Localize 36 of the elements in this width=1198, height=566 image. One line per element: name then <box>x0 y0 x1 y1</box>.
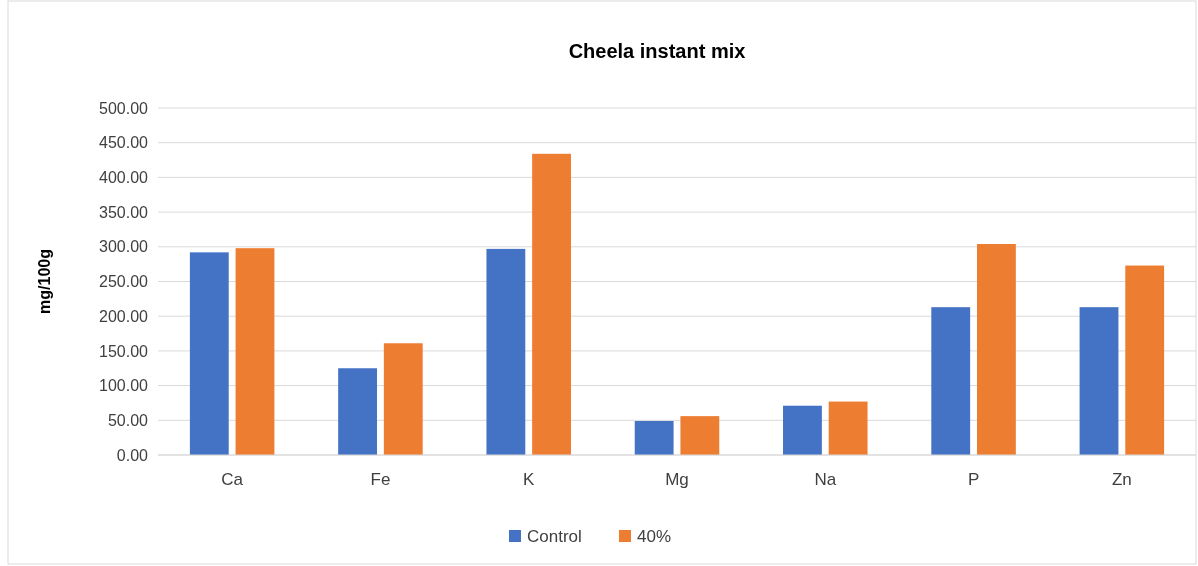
y-tick-label: 450.00 <box>99 134 149 152</box>
bar <box>680 416 720 455</box>
y-tick-label: 400.00 <box>99 169 149 186</box>
y-tick-label: 500.00 <box>99 99 149 117</box>
x-tick-label: Zn <box>1111 470 1132 489</box>
bar <box>977 244 1016 455</box>
x-tick-label: Fe <box>370 470 391 489</box>
y-tick-label: 150.00 <box>99 342 149 360</box>
bar <box>828 401 868 455</box>
legend-label: 40% <box>637 526 672 546</box>
y-axis-title: mg/100g <box>36 249 53 314</box>
x-tick-label: K <box>523 470 536 489</box>
bar <box>1125 265 1165 455</box>
bar <box>486 248 526 455</box>
x-tick-label: Ca <box>221 470 244 489</box>
y-tick-label: 100.00 <box>99 377 149 395</box>
bar <box>1079 307 1119 455</box>
bar <box>189 252 229 455</box>
bar <box>634 420 674 455</box>
x-tick-label: P <box>967 470 980 489</box>
x-tick-label: Na <box>814 470 837 489</box>
y-tick-label: 300.00 <box>99 238 149 256</box>
x-tick-label: Mg <box>665 470 689 489</box>
bar <box>532 153 571 455</box>
y-tick-label: 250.00 <box>99 273 149 291</box>
y-tick-label: 50.00 <box>107 411 149 429</box>
bar <box>338 368 377 455</box>
bar <box>783 405 822 455</box>
bar <box>931 307 971 455</box>
y-tick-label: 0.00 <box>116 446 149 464</box>
legend-label: Control <box>527 526 582 546</box>
bar <box>235 248 275 455</box>
chart-title: Cheela instant mix <box>568 40 746 62</box>
bar <box>383 343 423 455</box>
y-tick-label: 200.00 <box>99 307 149 325</box>
y-tick-label: 350.00 <box>99 203 149 221</box>
